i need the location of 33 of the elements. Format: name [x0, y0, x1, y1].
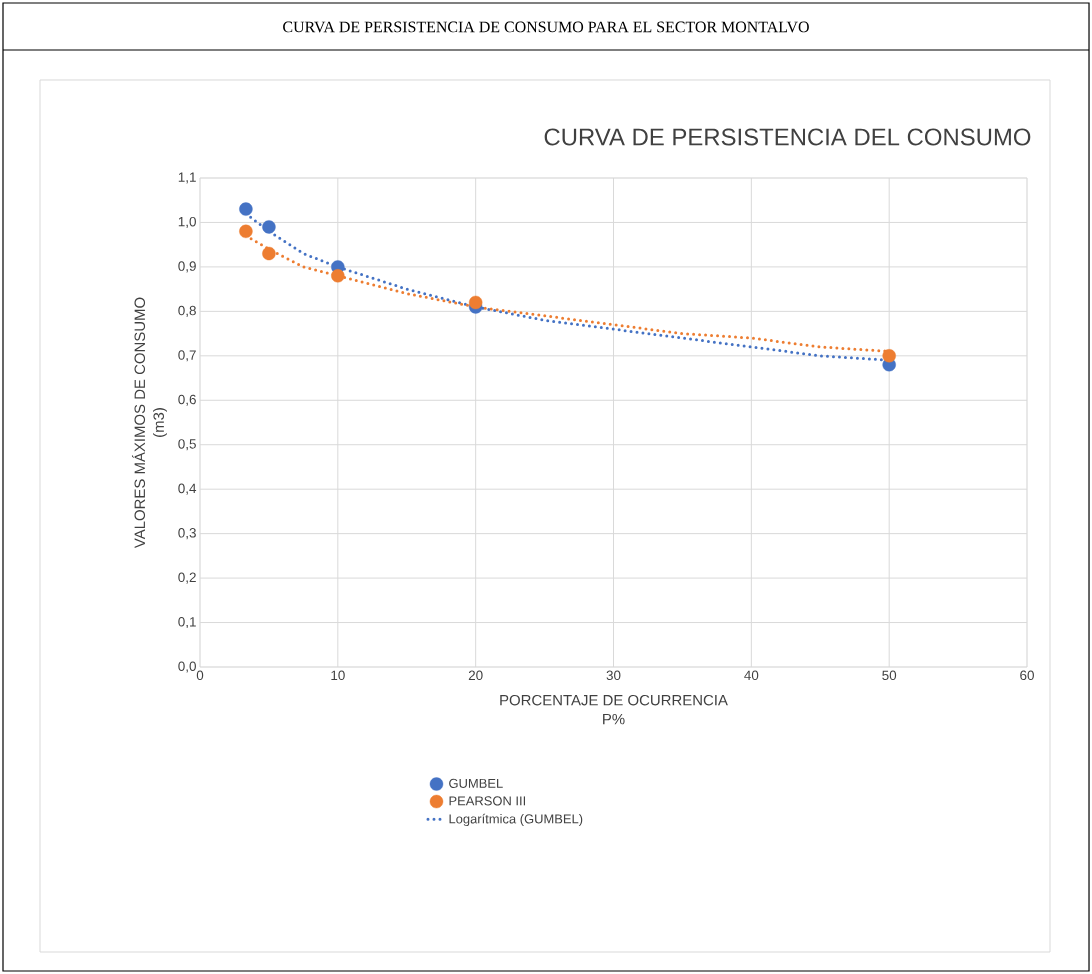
chart-title: CURVA DE PERSISTENCIA DE CONSUMO PARA EL SECTOR MONTALVO — [283, 21, 809, 33]
legend-label: Logarítmica (GUMBEL) — [449, 813, 583, 827]
x-tick-label: 20 — [468, 670, 483, 681]
y-tick-label: 0,0 — [178, 661, 196, 673]
point — [331, 269, 345, 283]
point — [882, 349, 896, 363]
x-tick-label: 30 — [606, 670, 621, 681]
y-tick-label: 0,1 — [178, 616, 196, 629]
point — [239, 224, 253, 239]
y-tick-label: 0,3 — [178, 528, 196, 540]
x-tick-label: 0 — [196, 670, 204, 681]
y-tick-label: 0,5 — [178, 439, 196, 451]
x-tick-label: 40 — [744, 670, 759, 681]
legend-label: PEARSON III — [449, 796, 526, 806]
x-tick-label: 60 — [1020, 670, 1034, 681]
point — [239, 202, 253, 216]
y-tick-label: 0,4 — [178, 483, 197, 495]
point — [262, 246, 276, 261]
y-tick-label: 0,7 — [178, 350, 196, 362]
y-tick-label: 0,8 — [178, 305, 196, 317]
x-tick-label: 10 — [331, 670, 345, 681]
y-tick-label: 0,9 — [178, 261, 196, 273]
point — [262, 220, 276, 234]
y-tick-label: 1,1 — [178, 172, 196, 184]
chart-subtitle: CURVA DE PERSISTENCIA DEL CONSUMO — [544, 128, 1031, 146]
y-tick-label: 0,6 — [178, 394, 196, 406]
legend-label: GUMBEL — [449, 778, 503, 788]
y-tick-label: 1,0 — [178, 216, 196, 228]
x-tick-label: 50 — [882, 670, 897, 681]
point — [468, 295, 483, 310]
y-axis-title: VALORES MÁXIMOS DE CONSUMO (m3) — [131, 297, 167, 549]
y-tick-label: 0,2 — [178, 572, 196, 584]
x-axis-title: PORCENTAJE DE OCURRENCIA P% — [500, 694, 728, 725]
